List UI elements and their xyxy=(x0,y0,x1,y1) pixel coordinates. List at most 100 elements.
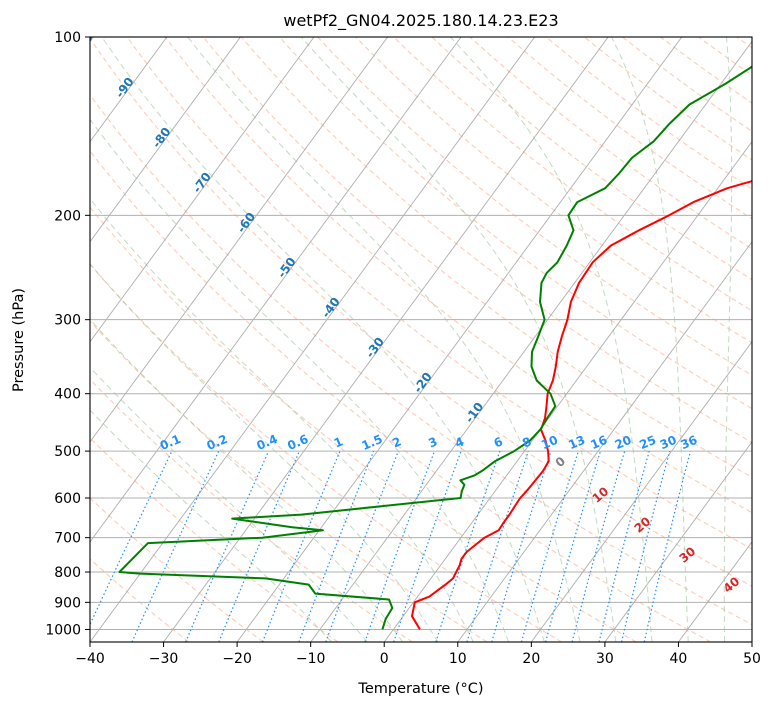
x-tick-label: −40 xyxy=(75,651,105,667)
mixing-ratio-label: 10 xyxy=(539,433,560,452)
mixing-ratio-label: 25 xyxy=(637,433,658,452)
x-tick-label: 30 xyxy=(596,651,614,667)
mixing-ratio-line xyxy=(622,451,670,642)
isotherm-label: -20 xyxy=(411,370,435,396)
isotherm-label: -30 xyxy=(363,335,387,361)
x-tick-label: 20 xyxy=(522,651,540,667)
mixing-ratio-label: 6 xyxy=(492,434,505,450)
isotherm-label: -60 xyxy=(234,210,258,236)
mixing-ratio-label: 2 xyxy=(390,434,403,450)
moist-adiabat xyxy=(724,37,731,642)
mixing-ratio-line xyxy=(263,451,341,642)
dry-adiabat xyxy=(661,37,775,642)
mixing-ratio-line xyxy=(219,451,300,642)
mixing-ratio-line xyxy=(644,451,690,642)
isotherm-label: -80 xyxy=(149,125,173,151)
mixing-ratio-line xyxy=(599,451,649,642)
y-tick-label: 600 xyxy=(54,491,81,507)
isotherm xyxy=(458,37,775,642)
x-tick-label: −30 xyxy=(149,651,179,667)
dry-adiabat xyxy=(0,37,338,642)
mixing-ratio-line xyxy=(82,451,172,642)
dry-adiabat xyxy=(0,37,562,642)
y-tick-label: 800 xyxy=(54,565,81,581)
dry-adiabat xyxy=(0,37,263,642)
temperature-profile xyxy=(412,37,775,629)
mixing-ratio-line xyxy=(299,451,374,642)
plot-frame xyxy=(90,37,752,642)
moist-adiabat xyxy=(0,37,403,642)
mixing-ratio-line xyxy=(394,451,461,642)
isotherm xyxy=(164,37,609,642)
moist-adiabat-label: 30 xyxy=(677,544,699,565)
moist-adiabat-label: 20 xyxy=(632,514,654,535)
mixing-ratio-label: 3 xyxy=(426,434,439,450)
x-axis-title: Temperature (°C) xyxy=(357,681,483,697)
dry-adiabat xyxy=(0,37,487,642)
mixing-ratio-line xyxy=(492,451,551,642)
chart-title: wetPf2_GN04.2025.180.14.23.E23 xyxy=(283,11,558,31)
y-tick-label: 500 xyxy=(54,444,81,460)
x-tick-label: 10 xyxy=(449,651,467,667)
x-tick-label: 40 xyxy=(670,651,688,667)
isotherm-label: -70 xyxy=(190,170,214,196)
dry-adiabat xyxy=(356,37,775,642)
y-tick-label: 200 xyxy=(54,208,81,224)
moist-adiabat xyxy=(612,37,689,642)
dewpoint-profile xyxy=(119,37,775,629)
moist-adiabat xyxy=(761,37,775,642)
isotherm-label: -50 xyxy=(275,255,299,281)
x-tick-label: −20 xyxy=(222,651,252,667)
dry-adiabat xyxy=(280,37,775,642)
mixing-ratio-line xyxy=(436,451,500,642)
mixing-ratio-label: 16 xyxy=(588,433,609,452)
mixing-ratio-line xyxy=(186,451,269,642)
y-axis-title: Pressure (hPa) xyxy=(11,288,27,392)
mixing-ratio-label: 20 xyxy=(613,433,634,452)
isotherm xyxy=(0,37,241,642)
profile-lines xyxy=(119,37,775,629)
mixing-ratio-line xyxy=(326,451,399,642)
isotherm xyxy=(752,37,775,642)
mixing-ratio-label: 1 xyxy=(332,434,345,450)
isotherm-label: -90 xyxy=(113,75,137,101)
y-tick-label: 100 xyxy=(54,30,81,46)
isotherm xyxy=(0,37,388,642)
dry-adiabat xyxy=(508,37,775,642)
y-tick-label: 300 xyxy=(54,313,81,329)
mixing-ratio-line xyxy=(522,451,579,642)
moist-adiabat xyxy=(188,37,580,642)
moist-adiabat-label: 0 xyxy=(553,454,568,470)
mixing-ratio-label: 4 xyxy=(453,434,466,450)
x-tick-label: 50 xyxy=(743,651,761,667)
mixing-ratio-line xyxy=(546,451,601,642)
mixing-ratio-line xyxy=(365,451,435,642)
mixing-ratio-label: 0.1 xyxy=(158,432,183,453)
x-tick-label: −10 xyxy=(296,651,326,667)
isotherm xyxy=(384,37,775,642)
mixing-ratio-label: 13 xyxy=(566,433,587,452)
dry-adiabat xyxy=(546,37,775,642)
dry-adiabat xyxy=(432,37,775,642)
isotherm-label: -40 xyxy=(319,295,343,321)
background-grid xyxy=(0,37,775,642)
isotherm xyxy=(531,37,775,642)
x-tick-label: 0 xyxy=(380,651,389,667)
y-tick-label: 400 xyxy=(54,387,81,403)
y-tick-label: 900 xyxy=(54,595,81,611)
dry-adiabat xyxy=(699,37,775,642)
mixing-ratio-label: 0.6 xyxy=(285,432,310,453)
moist-adiabat xyxy=(102,37,544,642)
moist-adiabat xyxy=(0,37,473,642)
y-tick-label: 700 xyxy=(54,531,81,547)
mixing-ratio-label: 0.2 xyxy=(205,432,230,453)
mixing-ratio-line xyxy=(572,451,625,642)
mixing-ratio-label: 30 xyxy=(658,433,679,452)
dry-adiabat xyxy=(0,37,636,642)
moist-adiabat xyxy=(301,37,616,642)
dry-adiabat xyxy=(737,37,775,642)
mixing-ratio-label: 1.5 xyxy=(360,432,385,453)
